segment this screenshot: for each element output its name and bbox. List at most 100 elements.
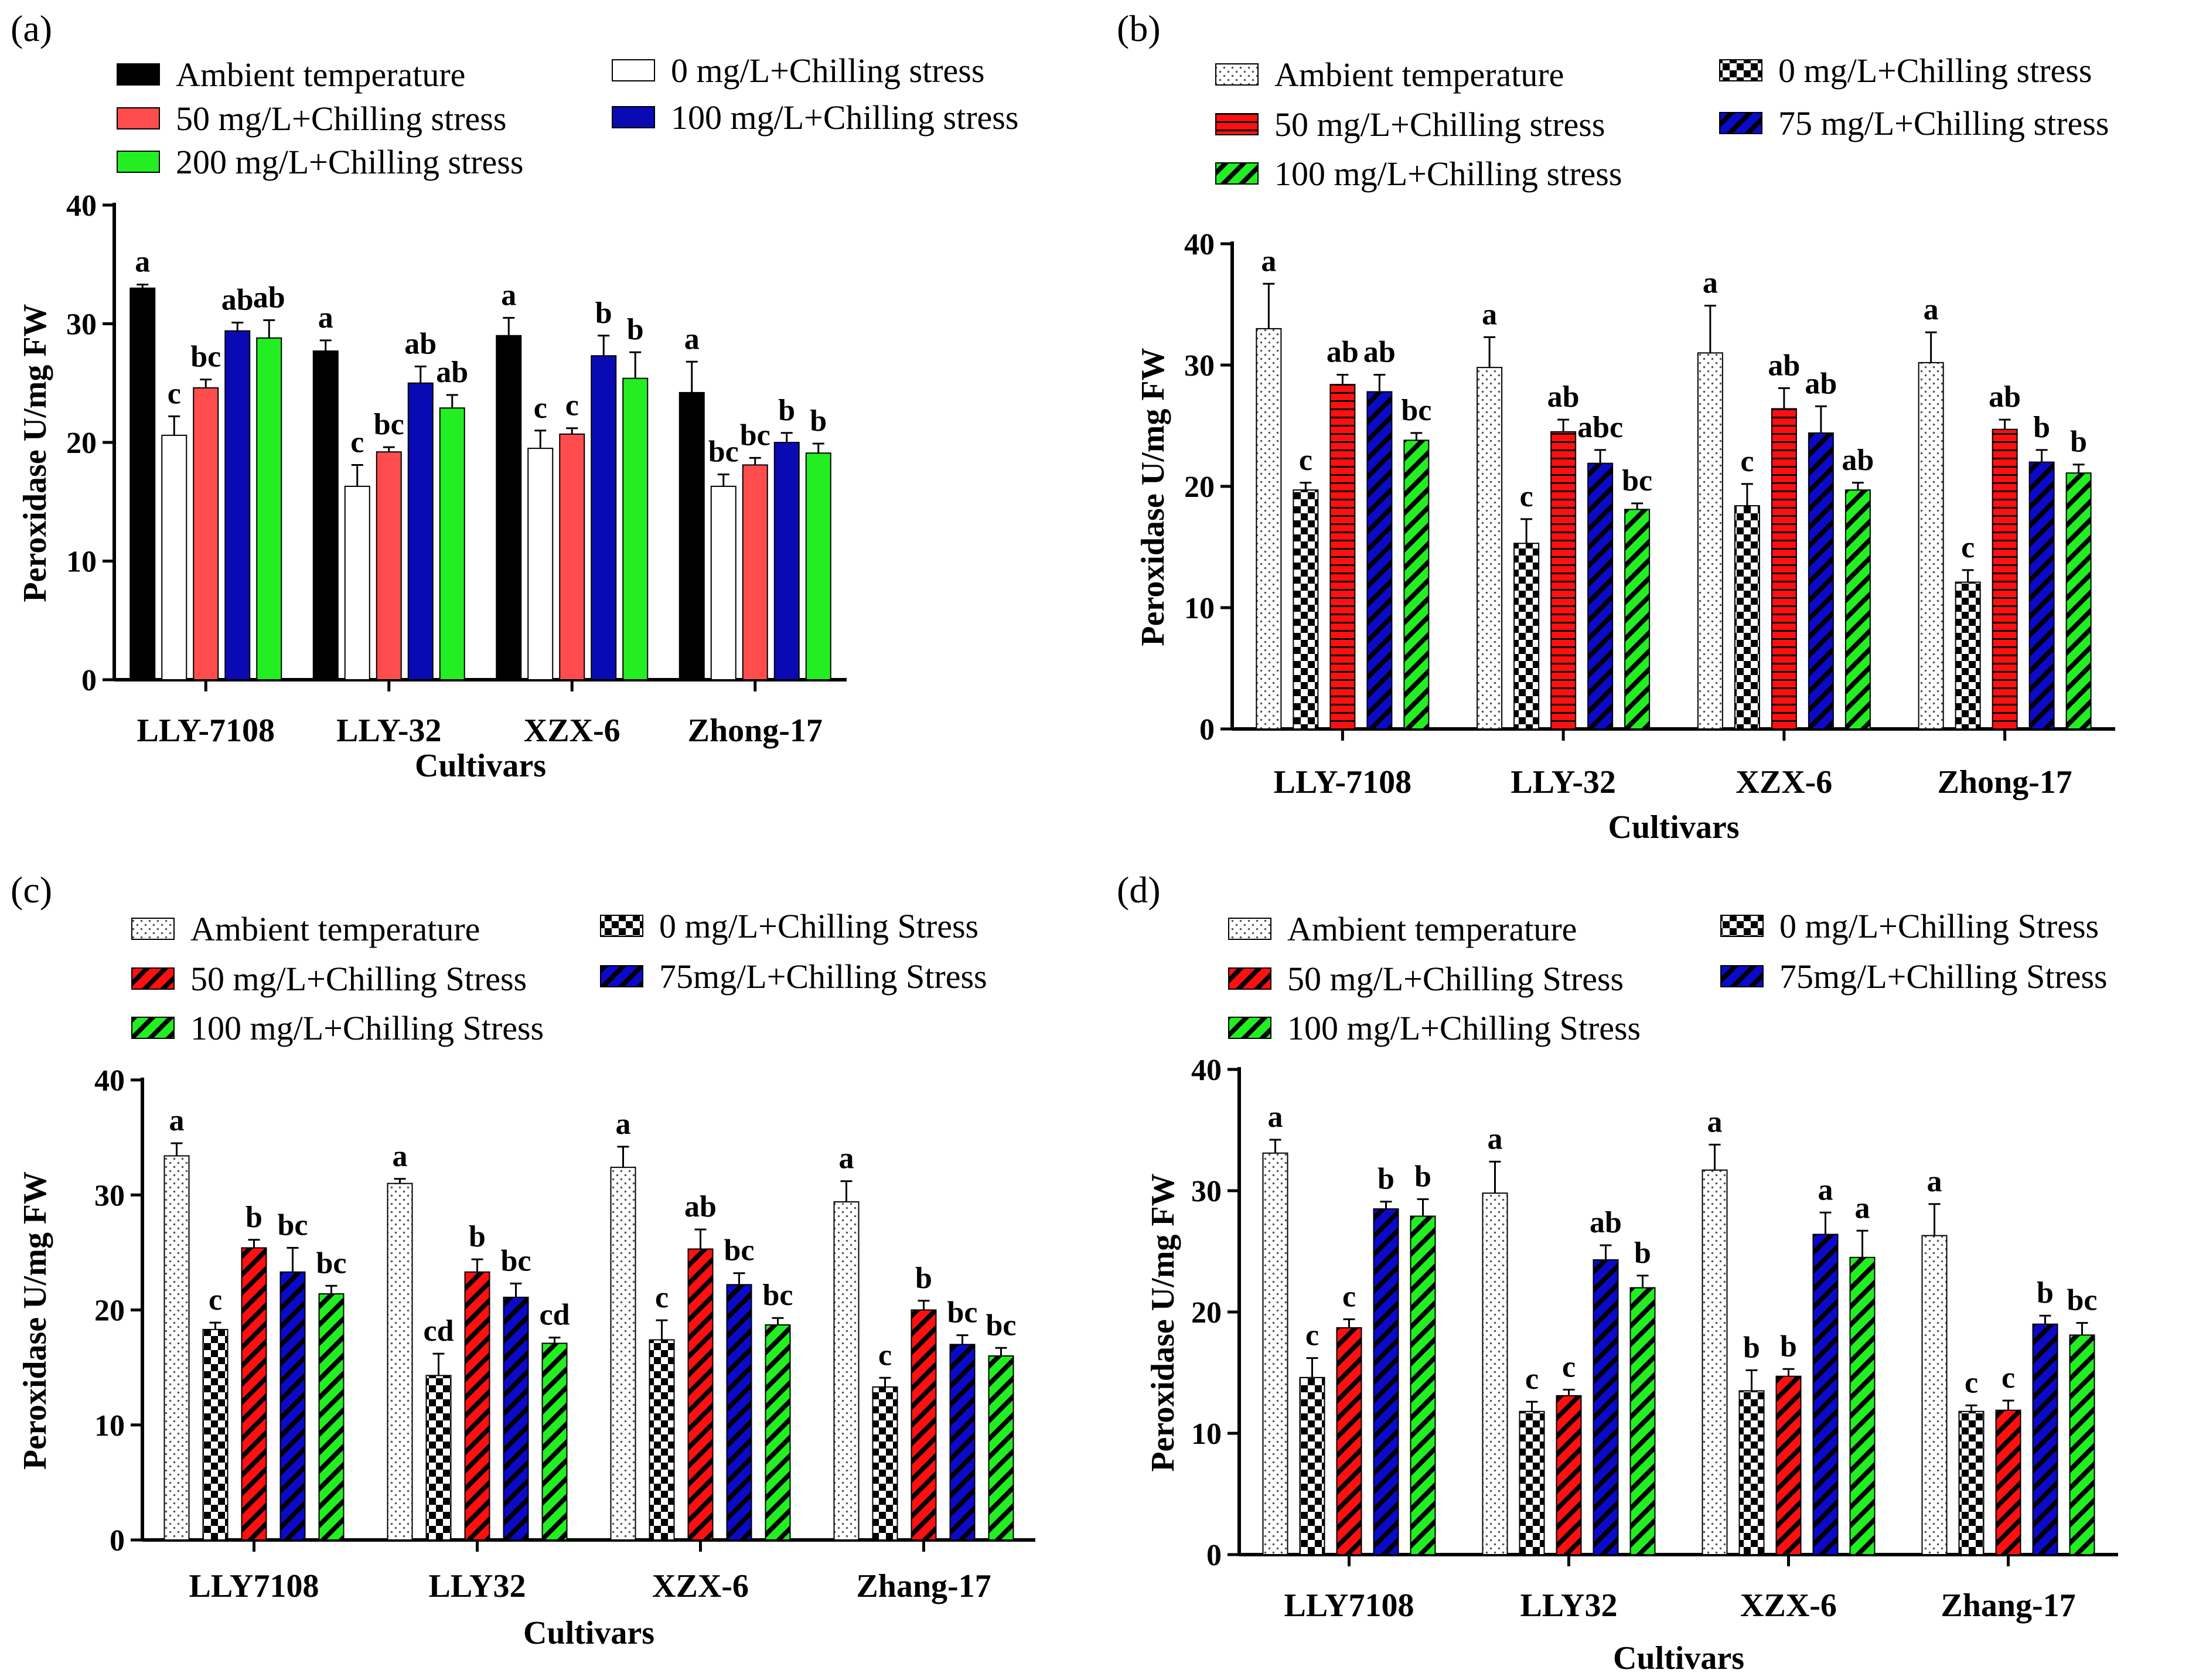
bar bbox=[318, 1293, 345, 1541]
bar bbox=[1734, 505, 1760, 730]
bar bbox=[1808, 432, 1834, 730]
legend-swatch bbox=[117, 151, 160, 173]
bar bbox=[1556, 1395, 1582, 1556]
significance-letter: c bbox=[1562, 1350, 1576, 1383]
bar bbox=[2069, 1334, 2095, 1556]
bar bbox=[988, 1355, 1014, 1541]
bar bbox=[1299, 1376, 1325, 1556]
significance-letter: b bbox=[1780, 1330, 1797, 1363]
significance-letter: bc bbox=[2067, 1284, 2098, 1317]
significance-letter: bc bbox=[278, 1209, 308, 1242]
bar bbox=[833, 1201, 860, 1541]
y-tick-label: 30 bbox=[66, 308, 97, 342]
y-tick-label: 0 bbox=[110, 1524, 125, 1558]
bar bbox=[1550, 431, 1577, 730]
y-tick-label: 10 bbox=[1184, 592, 1215, 625]
bar bbox=[2028, 461, 2055, 730]
significance-letter: ab bbox=[1590, 1206, 1622, 1239]
significance-letter: cd bbox=[540, 1299, 570, 1332]
bar bbox=[559, 433, 585, 680]
bar bbox=[193, 387, 219, 680]
bar bbox=[1336, 1327, 1362, 1555]
y-tick-label: 30 bbox=[1184, 349, 1215, 383]
bar bbox=[541, 1342, 568, 1541]
significance-letter: a bbox=[616, 1107, 631, 1141]
category-label: LLY32 bbox=[428, 1568, 526, 1604]
bar bbox=[376, 451, 402, 680]
bar bbox=[1629, 1287, 1656, 1556]
bar bbox=[1812, 1233, 1839, 1555]
bar bbox=[387, 1183, 413, 1541]
significance-letter: ab bbox=[1327, 336, 1359, 369]
legend-swatch bbox=[1215, 162, 1259, 185]
legend-swatch bbox=[612, 59, 655, 81]
category-label: XZX-6 bbox=[524, 713, 620, 749]
legend-swatch bbox=[1215, 63, 1259, 86]
significance-letter: b bbox=[1378, 1163, 1394, 1196]
legend-swatch bbox=[1719, 112, 1762, 134]
y-tick-label: 0 bbox=[1206, 1539, 1222, 1572]
significance-letter: c bbox=[209, 1283, 222, 1317]
legend-label: 100 mg/L+Chilling Stress bbox=[190, 1009, 544, 1047]
significance-letter: a bbox=[393, 1140, 408, 1173]
significance-letter: a bbox=[1707, 1105, 1723, 1139]
significance-letter: b bbox=[246, 1201, 262, 1234]
bar bbox=[1775, 1375, 1802, 1555]
bar bbox=[2032, 1323, 2058, 1555]
panel-label: (a) bbox=[11, 8, 52, 49]
bar bbox=[622, 377, 649, 680]
significance-letter: bc bbox=[947, 1296, 978, 1330]
significance-letter: c bbox=[1305, 1319, 1319, 1352]
y-tick-label: 10 bbox=[1191, 1417, 1222, 1451]
bar bbox=[312, 350, 339, 680]
bar bbox=[163, 1155, 190, 1541]
significance-letter: abc bbox=[1577, 411, 1623, 444]
bar bbox=[591, 355, 617, 680]
significance-letter: ab bbox=[1768, 349, 1800, 382]
y-tick-label: 20 bbox=[94, 1294, 125, 1328]
bar bbox=[726, 1284, 752, 1541]
legend-label: 75 mg/L+Chilling stress bbox=[1778, 104, 2109, 142]
x-axis-title: Cultivars bbox=[1608, 809, 1740, 846]
legend-label: 50 mg/L+Chilling Stress bbox=[1287, 960, 1624, 998]
y-tick-label: 20 bbox=[1191, 1296, 1222, 1330]
significance-letter: ab bbox=[1547, 380, 1580, 414]
significance-letter: ab bbox=[684, 1190, 717, 1224]
legend-label: Ambient temperature bbox=[190, 910, 480, 948]
legend-swatch bbox=[600, 965, 643, 987]
significance-letter: bc bbox=[1622, 464, 1652, 497]
bar bbox=[1513, 543, 1540, 730]
y-tick-label: 0 bbox=[81, 664, 97, 697]
legend-swatch bbox=[117, 107, 160, 130]
panel-label: (d) bbox=[1117, 869, 1161, 911]
bar bbox=[1256, 328, 1282, 730]
bar bbox=[773, 442, 800, 680]
bar bbox=[1482, 1192, 1508, 1555]
bar bbox=[1262, 1152, 1288, 1555]
y-tick-label: 20 bbox=[66, 427, 97, 460]
significance-letter: b bbox=[2037, 1276, 2054, 1310]
significance-letter: c bbox=[1342, 1280, 1356, 1313]
significance-letter: a bbox=[1818, 1173, 1833, 1207]
legend-label: 0 mg/L+Chilling stress bbox=[1778, 52, 2092, 90]
significance-letter: a bbox=[1855, 1191, 1870, 1225]
y-axis-title: Peroxidase U/mg FW bbox=[1145, 1173, 1181, 1471]
legend-swatch bbox=[1720, 965, 1764, 987]
significance-letter: a bbox=[839, 1142, 854, 1175]
legend-swatch bbox=[1228, 918, 1271, 940]
y-tick-label: 0 bbox=[1199, 713, 1215, 747]
legend-label: 200 mg/L+Chilling stress bbox=[176, 143, 523, 181]
significance-letter: bc bbox=[190, 340, 221, 374]
bar bbox=[425, 1375, 452, 1541]
legend-swatch bbox=[1215, 113, 1259, 135]
bar bbox=[1738, 1390, 1765, 1556]
significance-letter: c bbox=[350, 425, 364, 459]
legend-swatch bbox=[1228, 967, 1271, 990]
significance-letter: a bbox=[1261, 244, 1276, 278]
significance-letter: bc bbox=[724, 1234, 755, 1267]
significance-letter: b bbox=[1634, 1236, 1651, 1270]
significance-letter: bc bbox=[708, 435, 739, 469]
significance-letter: c bbox=[1961, 531, 1975, 564]
bar bbox=[496, 335, 522, 680]
